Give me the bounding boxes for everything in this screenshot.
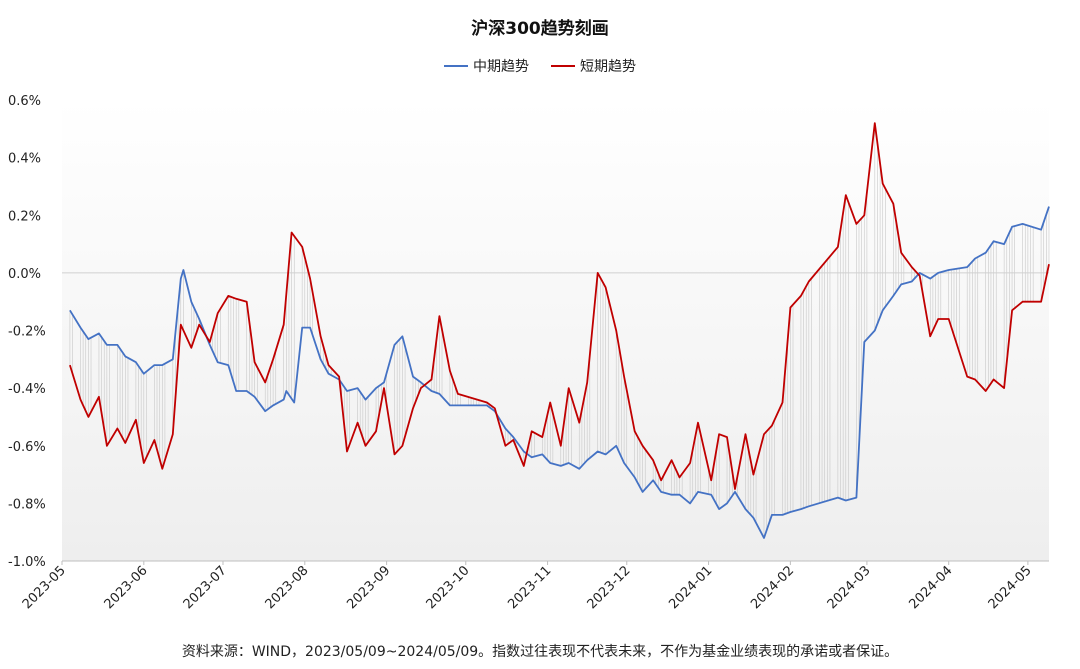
plot-background bbox=[62, 100, 1049, 561]
legend-item-medium-trend: 中期趋势 bbox=[444, 56, 529, 76]
legend-swatch-short-trend bbox=[551, 65, 575, 67]
x-tick-label: 2024-04 bbox=[907, 563, 956, 612]
series-line-medium-trend bbox=[69, 206, 1050, 539]
y-tick-label: 0.2% bbox=[8, 209, 41, 224]
y-tick-label: 0.4% bbox=[8, 152, 41, 167]
legend-label-medium-trend: 中期趋势 bbox=[473, 59, 529, 75]
y-tick-label: 0.0% bbox=[8, 267, 41, 282]
legend-label-short-trend: 短期趋势 bbox=[580, 59, 636, 75]
y-tick-label: 0.6% bbox=[8, 94, 41, 109]
x-tick-label: 2023-10 bbox=[424, 563, 473, 612]
x-tick-label: 2023-12 bbox=[585, 563, 634, 612]
x-tick-label: 2023-08 bbox=[263, 563, 312, 612]
x-tick-label: 2023-11 bbox=[505, 563, 554, 612]
x-tick-label: 2023-07 bbox=[181, 563, 230, 612]
legend-item-short-trend: 短期趋势 bbox=[551, 56, 636, 76]
x-tick-label: 2023-06 bbox=[102, 563, 151, 612]
x-tick-label: 2024-03 bbox=[825, 563, 874, 612]
source-footnote: 资料来源：WIND，2023/05/09~2024/05/09。指数过往表现不代… bbox=[181, 644, 899, 660]
chart-title: 沪深300趋势刻画 bbox=[471, 19, 609, 39]
y-tick-label: -0.2% bbox=[8, 325, 46, 340]
series-line-short-trend bbox=[69, 122, 1050, 490]
x-tick-label: 2024-01 bbox=[666, 563, 715, 612]
x-tick-label: 2024-02 bbox=[748, 563, 797, 612]
y-tick-label: -0.8% bbox=[8, 497, 46, 512]
legend-swatch-medium-trend bbox=[444, 65, 468, 67]
y-tick-label: -1.0% bbox=[8, 555, 46, 570]
y-tick-label: -0.6% bbox=[8, 440, 46, 455]
x-tick-label: 2023-05 bbox=[20, 563, 69, 612]
x-tick-label: 2024-05 bbox=[986, 563, 1035, 612]
x-tick-label: 2023-09 bbox=[344, 563, 393, 612]
y-tick-label: -0.4% bbox=[8, 382, 46, 397]
chart-legend: 中期趋势 短期趋势 bbox=[0, 56, 1080, 76]
